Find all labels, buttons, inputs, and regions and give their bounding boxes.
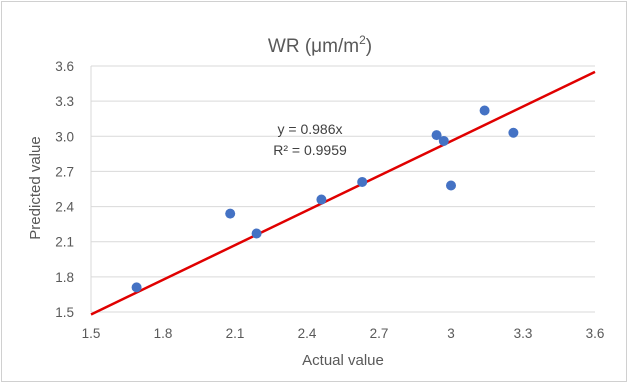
- y-tick-label: 3.6: [55, 59, 74, 74]
- y-tick-label: 3.3: [55, 94, 74, 109]
- data-point: [357, 176, 368, 187]
- y-axis-title: Predicted value: [27, 136, 44, 239]
- data-point: [131, 282, 142, 293]
- chart-title-main: WR (μm/m: [268, 36, 359, 57]
- y-tick-label: 1.8: [55, 270, 74, 285]
- x-tick-label: 1.8: [154, 326, 173, 341]
- chart-title-end: ): [366, 36, 372, 57]
- chart-title-superscript: 2: [359, 33, 366, 47]
- data-point: [438, 135, 449, 146]
- y-tick-label: 2.4: [55, 200, 74, 215]
- data-point: [251, 228, 262, 239]
- x-tick-label: 3.3: [514, 326, 533, 341]
- y-tick-label: 1.5: [55, 305, 74, 320]
- gridlines: [90, 65, 595, 313]
- data-point: [508, 127, 519, 138]
- trendline: [90, 70, 596, 316]
- data-point: [431, 130, 442, 141]
- x-axis: 1.5 1.8 2.1 2.4 2.7 3 3.3 3.6: [82, 326, 605, 341]
- y-axis: 1.5 1.8 2.1 2.4 2.7 3.0 3.3 3.6: [55, 59, 74, 320]
- x-tick-label: 2.1: [226, 326, 245, 341]
- y-tick-label: 2.7: [55, 164, 74, 179]
- y-tick-label: 3.0: [55, 129, 74, 144]
- data-point: [316, 194, 327, 205]
- trendline-equation: y = 0.986x: [278, 121, 343, 137]
- data-point: [225, 208, 236, 219]
- x-tick-label: 2.4: [298, 326, 317, 341]
- x-tick-label: 2.7: [370, 326, 389, 341]
- data-points: [131, 105, 519, 293]
- x-tick-label: 1.5: [82, 326, 101, 341]
- r-squared-label: R² = 0.9959: [273, 142, 347, 158]
- x-axis-title: Actual value: [302, 352, 384, 369]
- x-tick-label: 3.6: [586, 326, 605, 341]
- x-tick-label: 3: [447, 326, 455, 341]
- y-tick-label: 2.1: [55, 235, 74, 250]
- trendline-group: [90, 70, 596, 316]
- chart-title: WR (μm/m2): [268, 33, 372, 57]
- data-point: [479, 105, 490, 116]
- data-point: [446, 180, 456, 191]
